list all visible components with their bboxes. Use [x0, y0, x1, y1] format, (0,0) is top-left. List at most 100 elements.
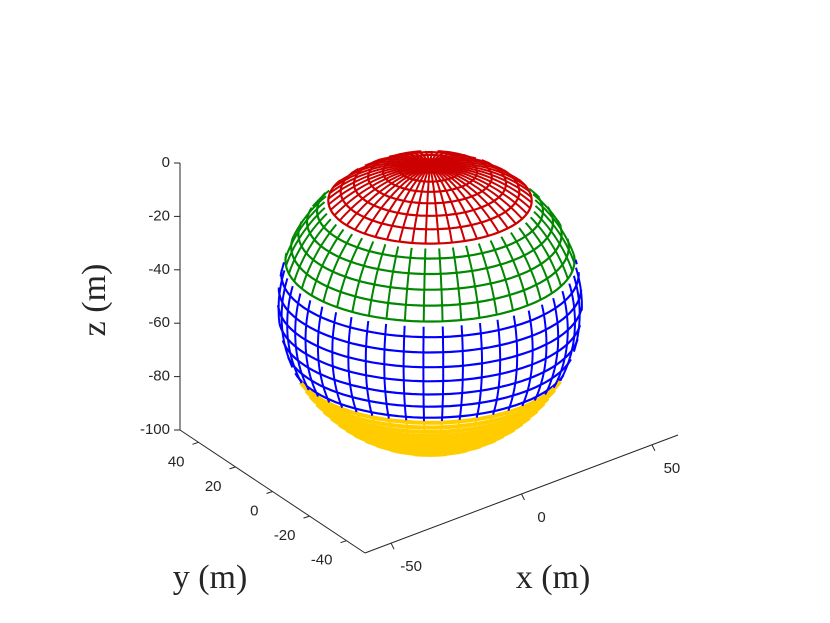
meridian-line: [285, 207, 326, 267]
meridian-line: [528, 187, 541, 199]
meridian-line: [534, 391, 553, 414]
meridian-line: [286, 285, 303, 384]
meridian-line: [388, 421, 409, 455]
meridian-line: [403, 247, 413, 321]
z-axis-label: z (m): [76, 264, 113, 337]
meridian-line: [464, 417, 493, 452]
meridian-line: [429, 164, 532, 198]
meridian-line: [329, 163, 431, 195]
meridian-line: [477, 243, 498, 315]
meridian-line: [559, 283, 577, 382]
meridian-line: [534, 199, 575, 256]
meridian-line: [385, 246, 400, 319]
meridian-line: [500, 236, 529, 306]
y-tick-label: -40: [311, 552, 333, 569]
meridian-line: [438, 248, 444, 322]
meridian-line: [372, 418, 399, 453]
y-tick-label: 20: [205, 478, 222, 495]
y-tick-label: 40: [168, 453, 185, 470]
latitude-line: [304, 388, 556, 430]
z-tick-label: -20: [148, 207, 170, 224]
meridian-line: [429, 164, 523, 220]
meridian-line: [429, 164, 531, 209]
meridian-line: [492, 319, 502, 415]
meridian-line: [364, 320, 374, 416]
y-tick-label: -20: [274, 527, 296, 544]
meridian-line: [311, 189, 330, 208]
x-tick: [390, 542, 395, 550]
meridian-line: [402, 325, 408, 421]
meridian-line: [284, 201, 326, 259]
y-tick: [266, 491, 273, 494]
z-tick-label: -40: [148, 261, 170, 278]
meridian-line: [429, 164, 453, 243]
meridian-line: [458, 325, 464, 420]
meridian-line: [386, 164, 431, 240]
meridian-line: [429, 161, 521, 182]
meridian-line: [429, 150, 434, 166]
latitude-line: [294, 372, 565, 419]
latitude-line: [277, 287, 583, 354]
meridian-line: [429, 164, 500, 233]
meridian-line: [529, 216, 569, 280]
meridian-line: [429, 164, 509, 229]
meridian-line: [575, 267, 583, 311]
meridian-line: [416, 150, 431, 166]
latitude-line: [297, 220, 563, 291]
meridian-line: [429, 164, 440, 244]
meridian-line: [524, 222, 562, 287]
meridian-line: [451, 247, 463, 321]
meridian-line: [518, 227, 553, 294]
meridian-line: [429, 164, 466, 242]
meridian-line: [354, 164, 431, 231]
meridian-line: [532, 193, 562, 227]
meridian-line: [279, 262, 285, 277]
meridian-line: [533, 304, 548, 401]
meridian-line: [327, 164, 430, 200]
meridian-line: [280, 278, 294, 368]
meridian-line: [429, 154, 466, 167]
meridian-line: [429, 164, 528, 215]
meridian-line: [521, 310, 534, 407]
meridian-line: [518, 397, 545, 427]
meridian-line: [429, 164, 490, 237]
meridian-line: [356, 415, 388, 450]
meridian-line: [347, 316, 358, 413]
meridian-line: [445, 422, 460, 456]
meridian-line: [424, 150, 431, 166]
meridian-line: [422, 326, 425, 422]
z-tick-label: -100: [140, 421, 170, 438]
meridian-line: [554, 384, 559, 390]
meridian-line: [435, 424, 443, 456]
meridian-line: [300, 223, 338, 289]
meridian-line: [303, 386, 313, 399]
meridian-line: [574, 259, 578, 265]
meridian-line: [292, 195, 327, 238]
meridian-line: [304, 300, 320, 397]
meridian-line: [465, 245, 481, 318]
meridian-line: [411, 164, 431, 244]
meridian-line: [429, 150, 441, 166]
y-tick: [340, 540, 347, 544]
meridian-line: [424, 165, 431, 244]
meridian-line: [475, 323, 483, 418]
x-tick-label: -50: [400, 558, 422, 575]
y-tick: [303, 515, 310, 519]
meridian-line: [429, 164, 533, 204]
meridian-line: [333, 164, 431, 217]
meridian-line: [363, 164, 431, 235]
y-tick-label: 0: [250, 502, 258, 519]
meridian-line: [454, 420, 477, 454]
meridian-line: [486, 409, 522, 445]
meridian-line: [510, 232, 542, 300]
meridian-line: [429, 152, 457, 166]
x-tick-label: 50: [664, 460, 681, 477]
z-tick-label: -60: [148, 314, 170, 331]
latitude-line: [287, 356, 572, 408]
meridian-line: [293, 218, 332, 282]
meridian-line: [287, 212, 328, 275]
latitude-line: [278, 322, 582, 383]
meridian-line: [374, 164, 431, 238]
meridian-line: [316, 306, 331, 403]
